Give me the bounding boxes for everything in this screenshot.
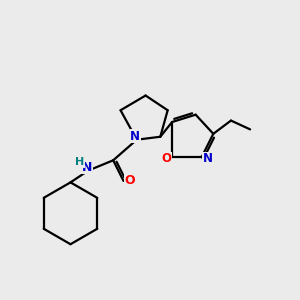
- Text: O: O: [162, 152, 172, 165]
- Text: N: N: [130, 130, 140, 143]
- Text: N: N: [202, 152, 212, 165]
- Text: H: H: [75, 158, 84, 167]
- Text: N: N: [82, 160, 92, 174]
- Text: O: O: [125, 174, 135, 188]
